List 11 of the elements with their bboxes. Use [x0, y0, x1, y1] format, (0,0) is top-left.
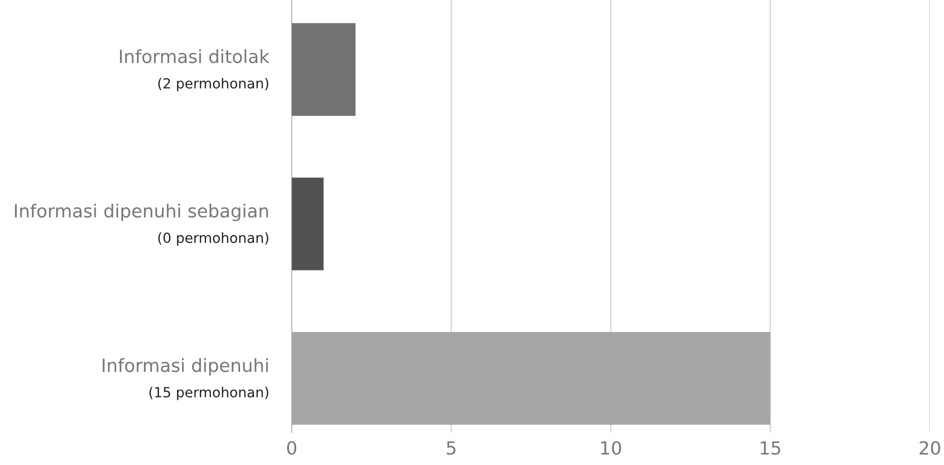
x-tick-label: 10: [601, 441, 622, 455]
y-tick-label: Informasi dipenuhi (15 permohonan): [102, 358, 268, 400]
y-tick-label: Informasi ditolak (2 permohonan): [120, 49, 270, 92]
y-tick-label: Informasi dipenuhi sebagian (0 permohonan): [14, 204, 268, 246]
bar: [292, 23, 356, 116]
bar: [292, 332, 770, 425]
x-tick-label: 5: [446, 441, 456, 455]
x-tick-label: 20: [920, 441, 940, 455]
bar: [292, 178, 324, 270]
x-tick-label: 15: [760, 441, 780, 455]
x-tick-label: 0: [287, 441, 296, 455]
